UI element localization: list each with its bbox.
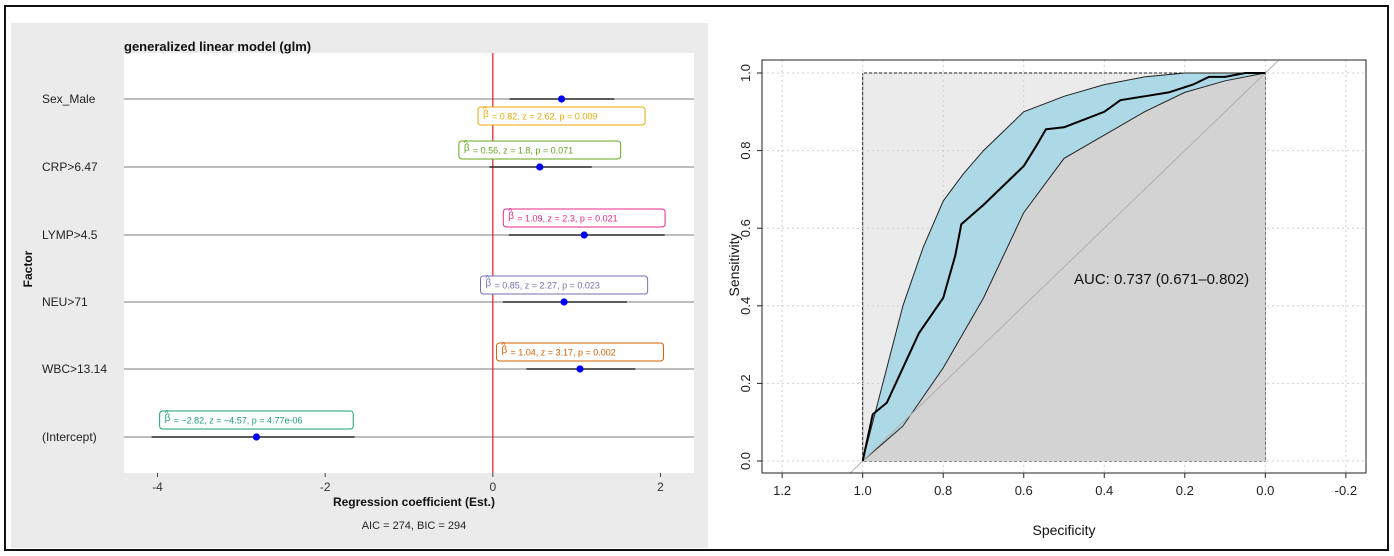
roc-x-tick-label: 1.0 [854, 483, 872, 498]
roc-curve [861, 72, 1266, 462]
roc-y-tick-label: 0.6 [738, 219, 753, 237]
roc-y-tick-label: 0.8 [738, 142, 753, 160]
roc-plot-border [761, 59, 1367, 474]
forest-factor-label: Sex_Male [42, 92, 96, 106]
forest-factor-label: CRP>6.47 [42, 160, 98, 174]
roc-y-tick-label: 0.2 [738, 374, 753, 392]
roc-y-tick-label: 0.4 [738, 297, 753, 315]
forest-factor-label: WBC>13.14 [42, 362, 107, 376]
roc-x-tick-label: -0.2 [1335, 483, 1357, 498]
roc-diagonal-line [849, 60, 1280, 473]
forest-beta-hat-symbol: β [165, 413, 171, 424]
roc-clip-group [762, 60, 1366, 473]
roc-x-axis-label: Specificity [1032, 522, 1095, 538]
roc-plot: 1.2 1.0 0.8 0.6 0.4 0.2 0.0 -0.2 0.0 0.2 0.4 0.6 0.8… [738, 60, 1366, 498]
forest-x-tick-label: -2 [320, 480, 331, 494]
forest-factor-label: LYMP>4.5 [42, 228, 98, 242]
forest-estimate-point [252, 433, 261, 441]
forest-x-tick-label: -4 [152, 480, 163, 494]
roc-x-tick-label: 0.0 [1256, 483, 1274, 498]
forest-x-axis-label: Regression coefficient (Est.) [333, 495, 495, 509]
forest-coefficient-label: = 0.85, z = 2.27, p = 0.023 [495, 281, 600, 291]
forest-x-tick-label: 2 [657, 480, 664, 494]
roc-auc-label: AUC: 0.737 (0.671–0.802) [1074, 271, 1249, 288]
forest-beta-hat-symbol: β [483, 109, 489, 120]
forest-beta-hat-symbol: β [508, 211, 514, 222]
forest-estimate-point [576, 365, 584, 373]
forest-estimate-point [580, 231, 588, 239]
forest-estimate-point [560, 298, 568, 306]
forest-caption: AIC = 274, BIC = 294 [362, 520, 467, 532]
forest-x-tick-label: 0 [489, 480, 496, 494]
forest-estimate-point [557, 95, 566, 103]
forest-coefficient-label-box [480, 275, 649, 295]
forest-coefficient-label: = −2.82, z = −4.57, p = 4.77e-06 [174, 416, 303, 426]
forest-beta-hat-symbol: β [464, 143, 470, 154]
roc-x-tick-label: 0.2 [1176, 483, 1194, 498]
forest-coefficient-label-box [502, 208, 666, 228]
forest-title: generalized linear model (glm) [124, 39, 311, 54]
forest-coefficient-label-box [495, 342, 665, 362]
roc-x-tick-label: 0.8 [934, 483, 952, 498]
forest-beta-hat-symbol: β [501, 345, 507, 356]
forest-beta-hat-accent: ^ [501, 341, 505, 350]
forest-y-axis-label: Factor [21, 250, 35, 287]
forest-factor-label: NEU>71 [42, 295, 88, 309]
forest-beta-hat-accent: ^ [165, 409, 169, 418]
forest-beta-hat-accent: ^ [508, 207, 512, 216]
forest-beta-hat-symbol: β [486, 278, 492, 289]
roc-y-tick-label: 1.0 [738, 64, 753, 82]
forest-factor-label: (Intercept) [42, 430, 97, 444]
forest-beta-hat-accent: ^ [483, 105, 487, 114]
figure-frame: Sex_Male β ^ = 0.82, z = 2.62, p = 0.009 CRP… [4, 5, 1389, 551]
forest-estimate-point [536, 163, 544, 171]
roc-x-tick-label: 1.2 [773, 483, 791, 498]
forest-coefficient-label: = 0.56, z = 1.8, p = 0.071 [473, 146, 573, 156]
forest-coefficient-label: = 0.82, z = 2.62, p = 0.009 [492, 112, 597, 122]
forest-coefficient-label-box [477, 106, 646, 126]
forest-coefficient-label: = 1.09, z = 2.3, p = 0.021 [517, 214, 617, 224]
roc-y-tick-label: 0.0 [738, 452, 753, 470]
forest-beta-hat-accent: ^ [464, 139, 468, 148]
forest-coefficient-label-box [159, 410, 354, 430]
forest-coefficient-label-box [458, 140, 622, 160]
forest-coefficient-label: = 1.04, z = 3.17, p = 0.002 [510, 348, 615, 358]
roc-x-tick-label: 0.6 [1015, 483, 1033, 498]
forest-beta-hat-accent: ^ [486, 274, 490, 283]
roc-x-tick-label: 0.4 [1095, 483, 1113, 498]
roc-y-axis-label: Sensitivity [726, 233, 742, 296]
